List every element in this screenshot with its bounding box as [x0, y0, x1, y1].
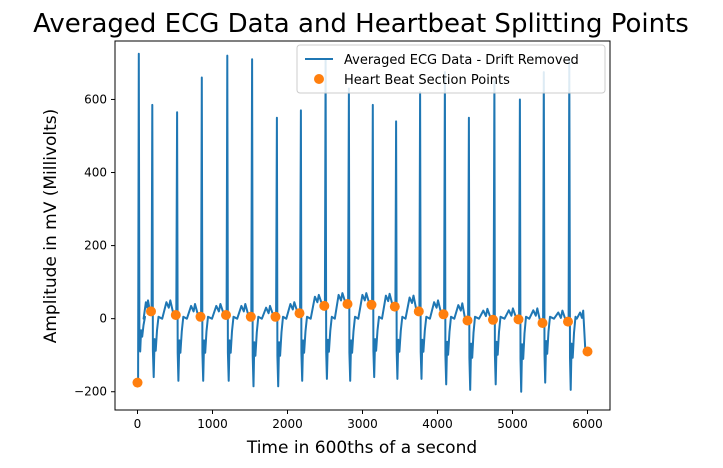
x-tick-label: 4000: [422, 417, 453, 431]
x-tick-label: 6000: [572, 417, 603, 431]
y-tick-label: 200: [84, 239, 107, 253]
plot-area: [132, 52, 593, 393]
section-point: [389, 301, 400, 312]
section-point: [366, 299, 377, 310]
section-point: [488, 314, 498, 325]
section-point: [132, 377, 143, 388]
legend: Averaged ECG Data - Drift Removed Heart …: [296, 44, 606, 94]
x-axis-label: Time in 600ths of a second: [246, 438, 477, 458]
section-point: [146, 306, 156, 317]
axis-ticks: 0 1000 2000 3000 4000 5000 6000 −200 0 200 400 600: [74, 92, 603, 431]
section-point: [270, 311, 281, 322]
legend-marker-swatch: [314, 74, 324, 84]
section-point: [221, 310, 231, 320]
legend-box: [296, 44, 606, 94]
section-point: [195, 311, 206, 322]
y-tick-label: 400: [84, 166, 107, 180]
section-point: [462, 315, 473, 326]
x-tick-label: 2000: [272, 417, 303, 431]
legend-label-ecg: Averaged ECG Data - Drift Removed: [344, 53, 579, 68]
legend-label-points: Heart Beat Section Points: [344, 73, 510, 88]
x-tick-label: 0: [134, 417, 142, 431]
x-tick-label: 1000: [197, 417, 228, 431]
section-point: [245, 311, 256, 322]
section-point: [413, 306, 424, 317]
section-point: [438, 309, 449, 320]
section-point: [537, 318, 548, 328]
ecg-line: [136, 52, 589, 393]
section-point: [582, 346, 593, 357]
x-tick-label: 3000: [347, 417, 378, 431]
y-tick-label: 0: [99, 312, 107, 326]
y-tick-label: 600: [84, 92, 107, 106]
section-point: [513, 314, 524, 325]
section-point: [294, 308, 305, 319]
x-tick-label: 5000: [497, 417, 528, 431]
chart-title: Averaged ECG Data and Heartbeat Splittin…: [33, 9, 689, 39]
section-point: [170, 310, 181, 320]
plot-frame: [114, 40, 611, 411]
y-tick-label: −200: [74, 385, 107, 399]
section-point: [342, 299, 353, 309]
section-point: [563, 316, 573, 327]
section-point: [319, 300, 330, 311]
y-axis-label: Amplitude in mV (Millivolts): [41, 109, 61, 344]
